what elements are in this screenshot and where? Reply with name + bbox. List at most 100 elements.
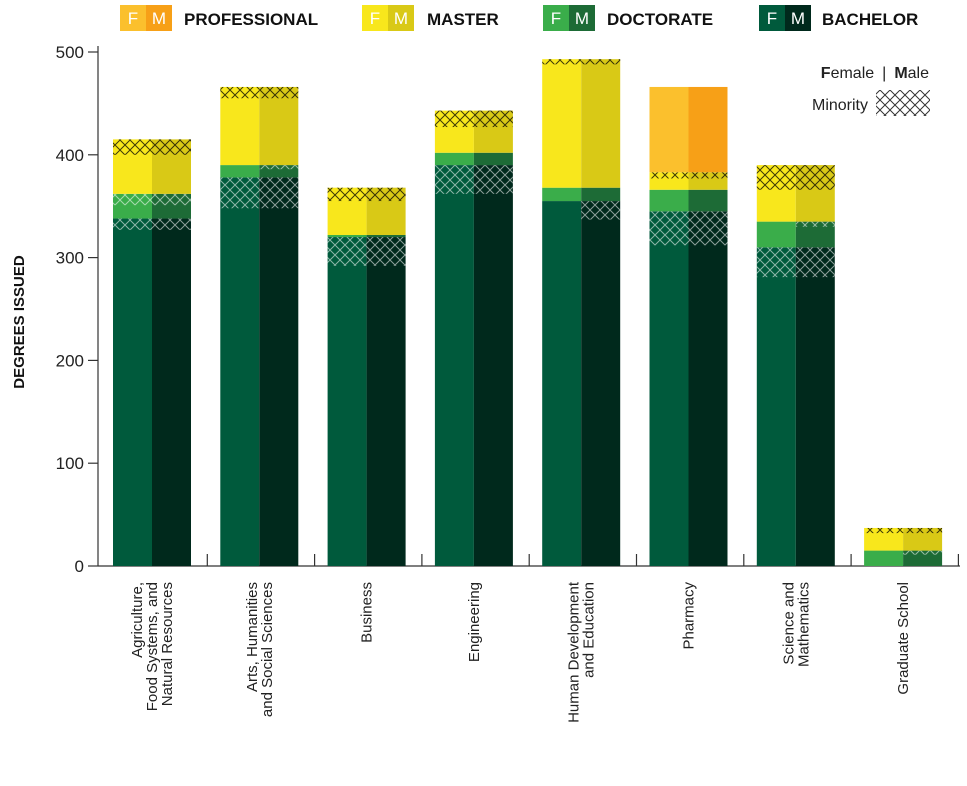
bar-0-female-bachelor: [113, 218, 152, 566]
minority-2-female-bachelor: [327, 237, 367, 266]
minority-4-male-bachelor: [581, 201, 621, 220]
key-male-initial: M: [894, 65, 907, 82]
minority-1-male-master: [259, 86, 299, 99]
minority-6-female-master: [756, 165, 796, 190]
minority-6-male-bachelor: [795, 247, 835, 278]
legend-f-professional: F: [128, 9, 138, 28]
bar-5-male-doctorate: [688, 189, 728, 212]
legend-swatch-doctorate-male: [569, 5, 595, 31]
minority-2-male-master: [366, 187, 406, 202]
key-male-rest: ale: [908, 65, 929, 82]
legend-swatch-bachelor-male: [785, 5, 811, 31]
bar-3-male-doctorate: [473, 152, 513, 166]
minority-0-male-bachelor: [152, 218, 191, 230]
minority-1-male-bachelor: [259, 177, 299, 209]
minority-hatch-swatch: [876, 90, 930, 116]
minority-0-female-bachelor: [113, 218, 152, 230]
category-label-4-line-1: and Education: [581, 582, 598, 678]
bar-7-female-doctorate: [864, 550, 904, 566]
legend-swatch-professional-female: [120, 5, 146, 31]
minority-5-female-master: [649, 172, 689, 179]
category-label-2-line-0: Business: [359, 582, 376, 643]
bar-5-male-professional: [688, 86, 728, 173]
category-label-4-line-0: Human Development: [566, 581, 583, 723]
y-tick-label-200: 200: [56, 351, 84, 370]
bar-2-female-doctorate: [327, 234, 367, 238]
legend-f-master: F: [370, 9, 380, 28]
bar-4-male-doctorate: [581, 187, 621, 202]
legend: F M PROFESSIONAL F M MASTER F M DOCTORAT…: [120, 5, 918, 31]
minority-6-male-doctorate: [795, 221, 835, 227]
bar-5-female-professional: [649, 86, 689, 173]
legend-label-bachelor: BACHELOR: [822, 10, 918, 29]
category-label-0-line-1: Food Systems, and: [144, 582, 161, 711]
y-tick-label-100: 100: [56, 454, 84, 473]
minority-6-female-bachelor: [756, 247, 796, 278]
bar-6-female-doctorate: [756, 221, 796, 248]
legend-m-bachelor: M: [791, 9, 805, 28]
minority-4-male-master: [581, 59, 621, 65]
legend-swatch-professional-male: [146, 5, 172, 31]
bar-5-female-doctorate: [649, 189, 689, 212]
minority-7-male-master: [903, 527, 943, 534]
bar-1-female-master: [220, 86, 260, 166]
minority-3-male-bachelor: [473, 165, 513, 194]
bar-5-female-bachelor: [649, 211, 689, 566]
bar-7-male-master: [903, 527, 943, 551]
bar-6-female-bachelor: [756, 247, 796, 566]
category-label-0-line-0: Agriculture,: [129, 582, 146, 658]
minority-0-female-master: [113, 139, 152, 155]
bar-0-male-bachelor: [152, 218, 191, 566]
y-tick-label-300: 300: [56, 249, 84, 268]
minority-3-female-master: [434, 110, 474, 128]
legend-item-professional: F M PROFESSIONAL: [120, 5, 318, 31]
minority-4-female-master: [542, 59, 582, 65]
y-tick-label-400: 400: [56, 146, 84, 165]
legend-label-professional: PROFESSIONAL: [184, 10, 318, 29]
gender-key: Female | Male Minority: [812, 65, 930, 116]
category-label-6-line-1: Mathematics: [795, 582, 812, 667]
bar-4-female-bachelor: [542, 201, 582, 566]
bar-1-female-bachelor: [220, 177, 260, 566]
legend-swatch-master-male: [388, 5, 414, 31]
y-tick-label-0: 0: [75, 557, 84, 576]
bar-4-male-master: [581, 59, 621, 188]
key-female-rest: emale: [831, 65, 875, 82]
minority-7-male-doctorate: [903, 550, 943, 555]
bars: [113, 59, 943, 567]
y-tick-label-500: 500: [56, 43, 84, 62]
bar-4-female-master: [542, 59, 582, 188]
bar-6-male-bachelor: [795, 247, 835, 566]
minority-0-male-doctorate: [152, 193, 191, 206]
minority-6-male-master: [795, 165, 835, 190]
minority-5-male-master: [688, 172, 728, 179]
minority-5-male-bachelor: [688, 211, 728, 246]
legend-label-master: MASTER: [427, 10, 499, 29]
category-label-0-line-2: Natural Resources: [159, 582, 176, 706]
key-gender-text: Female | Male: [821, 65, 929, 82]
minority-1-female-bachelor: [220, 177, 260, 209]
key-female-initial: F: [821, 65, 831, 82]
bar-4-male-bachelor: [581, 201, 621, 566]
minority-1-female-master: [220, 86, 260, 99]
legend-m-master: M: [394, 9, 408, 28]
legend-f-doctorate: F: [551, 9, 561, 28]
y-axis-label: DEGREES ISSUED: [11, 255, 28, 389]
legend-m-doctorate: M: [575, 9, 589, 28]
bar-1-male-master: [259, 86, 299, 166]
minority-1-male-doctorate: [259, 165, 299, 170]
category-label-3-line-0: Engineering: [466, 582, 483, 662]
category-label-7-line-0: Graduate School: [895, 582, 912, 695]
bar-3-female-bachelor: [434, 165, 474, 566]
minority-3-female-bachelor: [434, 165, 474, 194]
minority-0-female-doctorate: [113, 193, 152, 206]
bar-2-male-doctorate: [366, 234, 406, 238]
legend-item-doctorate: F M DOCTORATE: [543, 5, 713, 31]
bar-1-female-doctorate: [220, 165, 260, 178]
category-label-5-line-0: Pharmacy: [681, 582, 698, 650]
legend-item-bachelor: F M BACHELOR: [759, 5, 918, 31]
minority-0-male-master: [152, 139, 191, 155]
bar-4-female-doctorate: [542, 187, 582, 202]
